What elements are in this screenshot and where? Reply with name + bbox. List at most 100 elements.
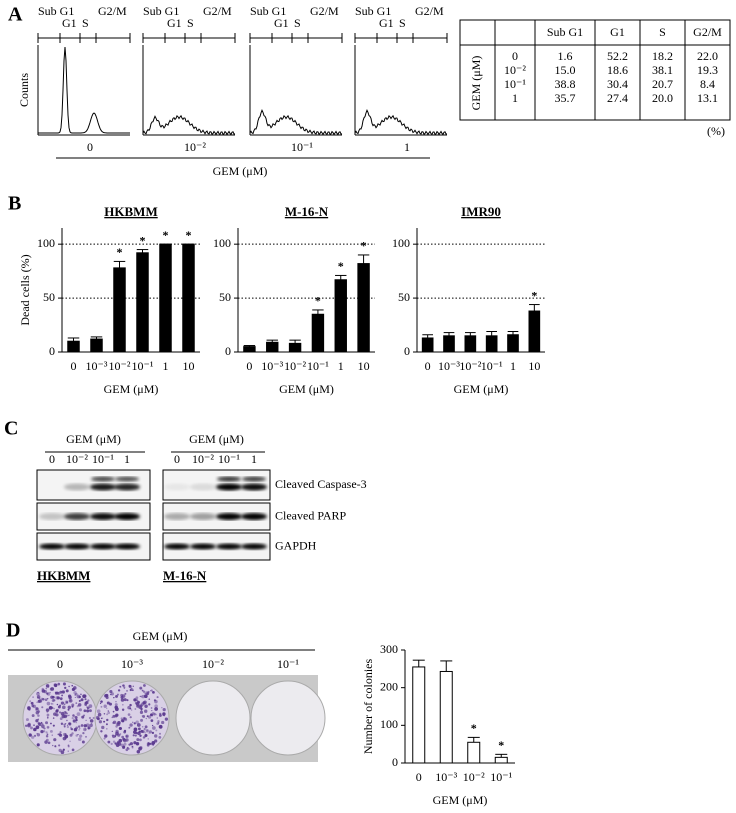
band-label: Cleaved PARP bbox=[275, 508, 347, 522]
colony bbox=[156, 696, 159, 699]
colony bbox=[47, 741, 51, 745]
band bbox=[164, 543, 190, 550]
colony bbox=[29, 700, 32, 703]
colony bbox=[45, 684, 50, 688]
colony bbox=[46, 716, 49, 719]
colony bbox=[75, 726, 79, 730]
colony bbox=[139, 686, 143, 690]
colony bbox=[27, 706, 31, 711]
significance-marker: * bbox=[338, 259, 344, 273]
band bbox=[91, 476, 115, 482]
colony bbox=[49, 729, 53, 733]
colony bbox=[143, 735, 146, 739]
colony bbox=[147, 715, 152, 719]
colony bbox=[138, 705, 142, 709]
colony bbox=[77, 703, 82, 707]
colony bbox=[151, 724, 154, 727]
bar bbox=[159, 243, 172, 353]
table-cell: 52.2 bbox=[607, 49, 628, 63]
colony bbox=[52, 744, 54, 747]
colony bbox=[100, 700, 103, 703]
colony bbox=[121, 735, 124, 739]
colony bbox=[123, 718, 126, 720]
y-tick-label: 0 bbox=[404, 344, 410, 358]
colony bbox=[46, 713, 50, 717]
colony bbox=[45, 721, 48, 725]
colony bbox=[129, 688, 132, 692]
bar bbox=[412, 666, 426, 764]
colony bbox=[144, 732, 146, 734]
x-tick-label: 10⁻² bbox=[463, 770, 485, 784]
x-label: GEM (μM) bbox=[213, 164, 268, 178]
colony bbox=[59, 697, 63, 701]
colony bbox=[107, 740, 111, 744]
dose-label: 1 bbox=[404, 140, 410, 154]
colony bbox=[143, 684, 146, 687]
x-tick-label: 10⁻¹ bbox=[132, 359, 154, 373]
x-tick-label: 10⁻³ bbox=[261, 359, 283, 373]
colony bbox=[30, 701, 34, 705]
colony bbox=[148, 730, 153, 734]
panel-label: B bbox=[8, 193, 21, 215]
table-cell: 0 bbox=[512, 49, 518, 63]
colony bbox=[51, 734, 53, 736]
table-header: G2/M bbox=[693, 25, 722, 39]
colony bbox=[37, 699, 41, 703]
colony bbox=[61, 723, 63, 725]
bar bbox=[266, 341, 279, 353]
bar bbox=[182, 243, 195, 353]
colony bbox=[115, 731, 119, 736]
colony bbox=[151, 741, 156, 745]
table-cell: 13.1 bbox=[697, 91, 718, 105]
colony bbox=[64, 733, 67, 736]
colony bbox=[87, 727, 90, 730]
colony bbox=[56, 696, 60, 700]
colony bbox=[25, 718, 29, 722]
colony bbox=[135, 742, 140, 746]
colony bbox=[114, 703, 118, 707]
x-tick-label: 10 bbox=[358, 359, 370, 373]
colony bbox=[137, 700, 140, 704]
colony bbox=[120, 698, 125, 702]
significance-marker: * bbox=[186, 228, 192, 242]
histogram bbox=[249, 109, 343, 136]
colony bbox=[129, 716, 132, 719]
colony bbox=[147, 738, 149, 740]
colony bbox=[78, 729, 80, 731]
colony bbox=[104, 694, 108, 698]
colony bbox=[139, 746, 143, 750]
bar bbox=[485, 335, 498, 353]
colony bbox=[122, 684, 125, 687]
colony bbox=[103, 704, 107, 708]
colony bbox=[67, 750, 69, 752]
cell-label: M-16-N bbox=[163, 568, 207, 583]
colony bbox=[37, 697, 39, 699]
lane-label: 0 bbox=[49, 452, 55, 466]
colony bbox=[36, 733, 41, 737]
colony bbox=[133, 730, 137, 735]
lane-label: 10⁻² bbox=[66, 452, 88, 466]
x-label: GEM (μM) bbox=[433, 793, 488, 807]
stage-label: G2/M bbox=[310, 4, 339, 18]
panel-label: A bbox=[8, 4, 23, 26]
bar bbox=[334, 279, 347, 353]
colony bbox=[120, 718, 125, 723]
colony bbox=[75, 702, 78, 705]
colony bbox=[119, 685, 122, 688]
table-cell: 22.0 bbox=[697, 49, 718, 63]
stage-label: G2/M bbox=[415, 4, 444, 18]
colony bbox=[154, 734, 158, 738]
bar bbox=[243, 346, 256, 353]
colony bbox=[128, 727, 130, 729]
colony bbox=[115, 722, 120, 726]
colony bbox=[125, 734, 129, 738]
colony bbox=[31, 735, 35, 739]
colony bbox=[109, 689, 113, 694]
band bbox=[164, 483, 190, 491]
colony bbox=[81, 740, 85, 744]
colony bbox=[101, 717, 104, 719]
colony bbox=[69, 740, 71, 743]
colony bbox=[46, 692, 49, 695]
colony bbox=[42, 727, 44, 729]
